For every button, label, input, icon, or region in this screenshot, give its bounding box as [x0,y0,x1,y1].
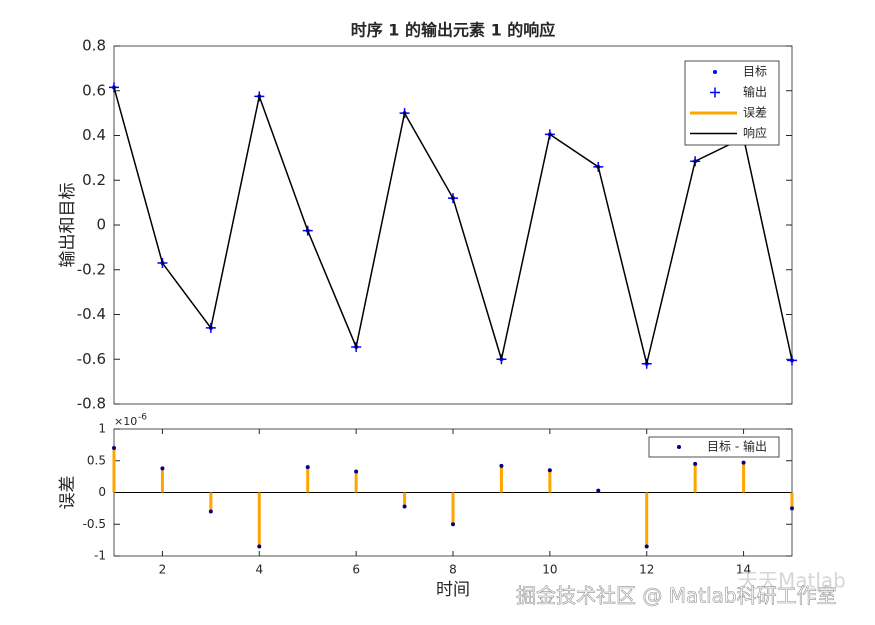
x-tick-label: 8 [449,563,457,577]
error-dot [741,460,746,465]
error-dot [790,506,794,511]
y-tick-label: 0 [98,485,106,499]
y-axis-label: 输出和目标 [58,183,78,268]
x-tick-label: 2 [159,563,167,577]
legend-label: 响应 [743,125,767,140]
watermark: 掘金技术社区 @ Matlab科研工作室 [516,584,837,608]
error-dot [112,446,116,451]
y-tick-label: 1 [98,422,106,436]
watermark: 天天Matlab [738,569,846,593]
legend-label: 误差 [743,106,767,120]
error-dot [451,522,455,527]
y-tick-label: 0.5 [87,453,106,467]
legend-marker [677,445,681,449]
y-tick-label: -0.4 [77,305,106,323]
y-tick-label: -0.5 [83,517,106,531]
y-tick-label: -1 [94,549,106,563]
legend-box [684,60,780,146]
y-tick-label: -0.8 [77,395,106,413]
error-dot [354,469,359,474]
error-dot [596,488,601,493]
chart-title: 时序 1 的输出元素 1 的响应 [351,21,556,40]
y-tick-label: 0.8 [82,37,106,55]
legend-label: 输出 [743,84,767,99]
x-axis-label: 时间 [436,580,470,600]
error-dot [160,466,165,471]
y-tick-label: -0.6 [77,350,106,368]
legend: 目标 - 输出 [648,436,780,458]
y-tick-label: -0.2 [77,260,106,278]
y-tick-label: 0 [96,216,106,234]
legend-label: 目标 - 输出 [707,439,767,454]
x-tick-label: 6 [352,563,360,577]
y-scale-exponent: -6 [138,413,147,423]
legend-label: 目标 [743,65,767,79]
error-dot [499,463,504,468]
legend-marker [713,70,717,74]
error-dot [547,468,552,473]
y-axis-label: 误差 [58,476,78,510]
error-dot [644,544,649,549]
axes-box [113,45,793,405]
error-dot [305,465,310,470]
error-dot [257,544,262,549]
x-tick-label: 14 [736,563,751,577]
y-scale-base: ×10 [114,415,137,428]
error-dot [693,461,698,466]
y-tick-label: 0.6 [82,81,106,99]
legend-box [648,436,780,458]
y-tick-label: 0.4 [82,126,106,144]
y-tick-label: 0.2 [82,171,106,189]
x-tick-label: 12 [639,563,654,577]
response-line [113,87,793,364]
error-dot [208,509,213,514]
x-tick-label: 10 [542,563,557,577]
error-dot [402,504,407,509]
x-tick-label: 4 [255,563,263,577]
legend-marker [710,87,720,98]
